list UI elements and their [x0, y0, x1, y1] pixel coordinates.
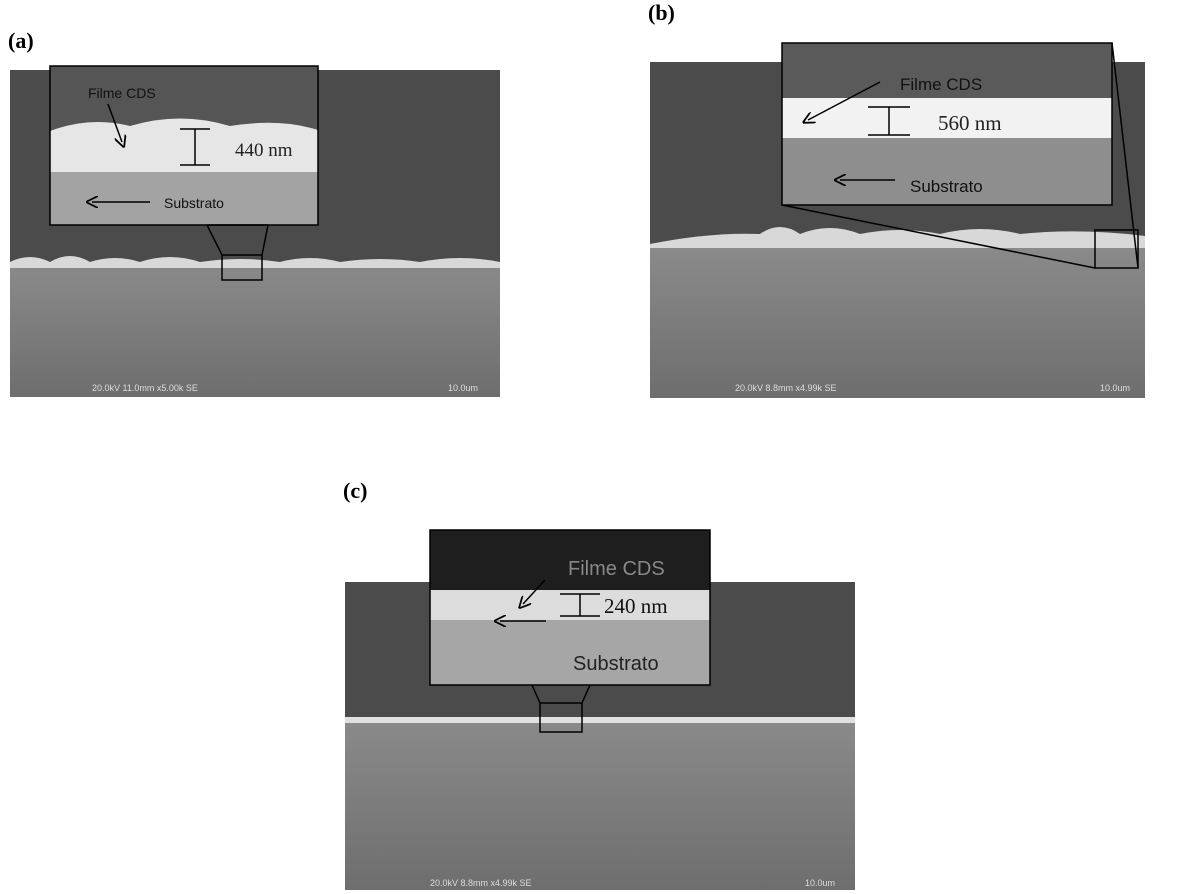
substrate-label: Substrato	[164, 195, 224, 211]
panel-label: (b)	[648, 0, 675, 25]
thickness: 240 nm	[604, 594, 668, 618]
thickness: 560 nm	[938, 111, 1002, 135]
sem-info: 20.0kV 11.0mm x5.00k SE	[92, 383, 198, 393]
inset-substrate	[430, 620, 710, 685]
film-label: Filme CDS	[900, 75, 982, 94]
substrate-bulk	[650, 248, 1145, 398]
panel-b: (b) 20.0kV 8.8mm x4.99k SE 10.0um Filme …	[648, 0, 1145, 398]
substrate-label: Substrato	[573, 653, 659, 675]
substrate-label: Substrato	[910, 177, 983, 196]
substrate-bulk	[10, 264, 500, 397]
scale: 10.0um	[805, 878, 835, 888]
figure: (a) 20.0kV 11.0mm x5.00k SE 10.0um Filme…	[0, 0, 1177, 894]
sem-info: 20.0kV 8.8mm x4.99k SE	[430, 878, 532, 888]
panel-label: (a)	[8, 28, 34, 53]
panel-a: (a) 20.0kV 11.0mm x5.00k SE 10.0um Filme…	[8, 28, 500, 397]
panel-label: (c)	[343, 478, 367, 503]
sem-info: 20.0kV 8.8mm x4.99k SE	[735, 383, 837, 393]
film-label: Filme CDS	[88, 85, 156, 101]
scale: 10.0um	[448, 383, 478, 393]
panel-c: (c) 20.0kV 8.8mm x4.99k SE 10.0um Filme …	[343, 478, 855, 890]
page: {"panels": [ {"label": "(a)", "film_labe…	[0, 0, 1177, 894]
scale: 10.0um	[1100, 383, 1130, 393]
film-label: Filme CDS	[568, 558, 665, 580]
film-surface	[345, 717, 855, 723]
substrate-bulk	[345, 720, 855, 890]
thickness: 440 nm	[235, 140, 293, 161]
